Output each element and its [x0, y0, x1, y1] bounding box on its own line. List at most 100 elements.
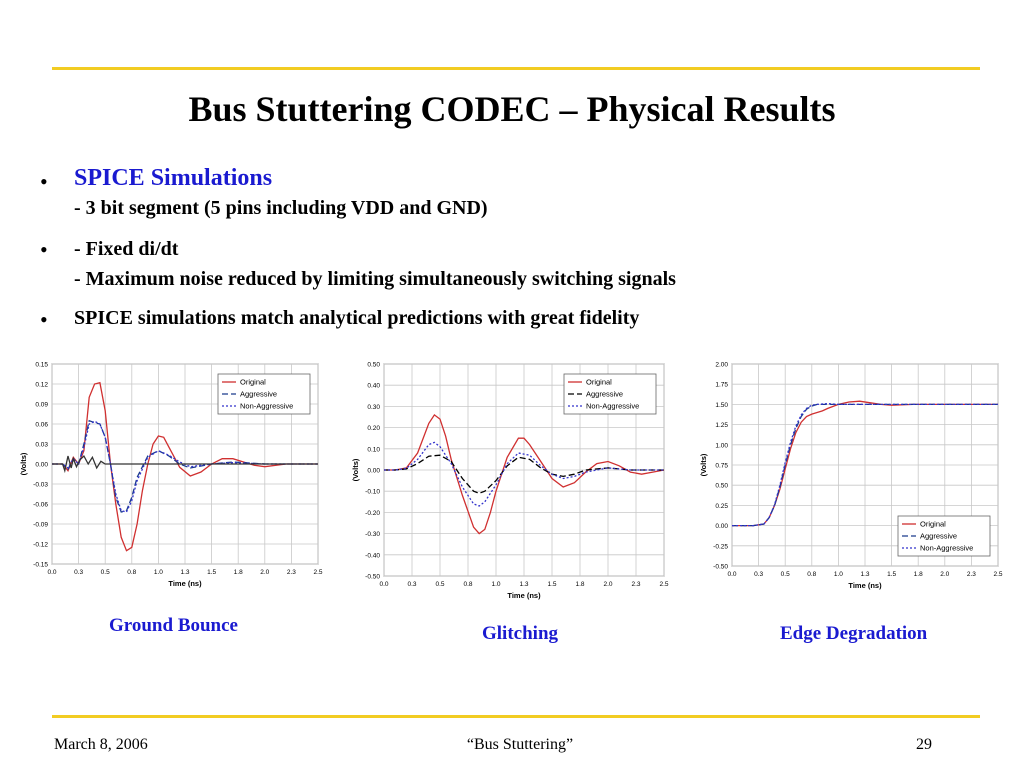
- caption-edge-degradation: Edge Degradation: [780, 623, 928, 644]
- series-line-non-aggressive: [384, 441, 664, 507]
- y-axis-label: (Volts): [699, 453, 708, 476]
- legend-label: Non-Aggressive: [240, 402, 293, 411]
- x-tick-label: 0.5: [435, 581, 444, 588]
- legend-label: Non-Aggressive: [586, 402, 639, 411]
- bullet-heading: SPICE Simulations: [74, 165, 273, 191]
- y-tick-label: -0.30: [365, 531, 380, 538]
- bottom-rule: [52, 715, 980, 718]
- bullet-line: SPICE simulations match analytical predi…: [74, 307, 640, 329]
- legend-label: Aggressive: [920, 532, 957, 541]
- x-tick-label: 0.5: [101, 569, 110, 576]
- x-tick-label: 2.5: [313, 569, 322, 576]
- y-tick-label: -0.50: [713, 564, 728, 571]
- x-tick-label: 2.5: [659, 581, 668, 588]
- chart-glitching: 0.50 0.40 0.30 0.20 0.10 0.00 -0.10 -0.20 -0.30 -…: [346, 354, 676, 609]
- y-tick-label: 0.12: [35, 382, 48, 389]
- footer-date: March 8, 2006: [54, 736, 148, 753]
- series-line-original: [52, 381, 318, 552]
- y-tick-label: 0.00: [367, 468, 380, 475]
- y-tick-label: 0.75: [715, 463, 728, 470]
- top-rule: [52, 67, 980, 70]
- y-tick-label: -0.12: [33, 542, 48, 549]
- y-tick-label: 0.30: [367, 404, 380, 411]
- edge-degradation-plot: 2.00 1.75 1.50 1.25 1.00 0.75 0.50 0.25 0.00 -0.2…: [699, 362, 1003, 591]
- bullet-item-fixed-didt: - Fixed di/dt - Maximum noise reduced by…: [74, 234, 676, 294]
- y-tick-label: 0.40: [367, 383, 380, 390]
- x-tick-label: 1.8: [575, 581, 584, 588]
- bullet-line: - Maximum noise reduced by limiting simu…: [74, 268, 676, 290]
- footer-page-number: 29: [916, 736, 932, 753]
- y-tick-label: 0.00: [35, 462, 48, 469]
- x-tick-label: 0.8: [127, 569, 136, 576]
- y-tick-label: 1.00: [715, 442, 728, 449]
- x-tick-label: 0.0: [47, 569, 56, 576]
- y-tick-label: 2.00: [715, 362, 728, 369]
- series-line-aggressive: [52, 419, 318, 513]
- y-tick-label: 0.25: [715, 503, 728, 510]
- x-tick-label: 1.3: [860, 571, 869, 578]
- bullet-item-spice-match: SPICE simulations match analytical predi…: [74, 303, 639, 333]
- x-tick-label: 2.3: [631, 581, 640, 588]
- legend-label: Original: [240, 378, 266, 387]
- ground-bounce-plot: 0.15 0.12 0.09 0.06 0.03 0.00 -0.03 -0.06 -0.09 -…: [19, 362, 323, 589]
- bullet-line: - Fixed di/dt: [74, 238, 179, 260]
- bullet-marker: •: [40, 169, 48, 194]
- y-tick-label: 0.10: [367, 446, 380, 453]
- y-tick-label: -0.20: [365, 510, 380, 517]
- x-tick-label: 1.3: [180, 569, 189, 576]
- x-tick-label: 1.0: [154, 569, 163, 576]
- x-axis-label: Time (ns): [507, 591, 541, 600]
- bullet-marker: •: [40, 307, 48, 332]
- caption-glitching: Glitching: [482, 623, 559, 644]
- x-tick-label: 2.0: [603, 581, 612, 588]
- x-tick-label: 1.5: [207, 569, 216, 576]
- x-tick-label: 0.0: [379, 581, 388, 588]
- y-tick-label: -0.06: [33, 502, 48, 509]
- y-axis-label: (Volts): [351, 458, 360, 481]
- bullet-item-spice-simulations: SPICE Simulations - 3 bit segment (5 pin…: [74, 163, 488, 223]
- chart-edge-degradation: 2.00 1.75 1.50 1.25 1.00 0.75 0.50 0.25 0.00 -0.2…: [698, 354, 1008, 609]
- x-tick-label: 1.5: [887, 571, 896, 578]
- x-tick-label: 0.3: [754, 571, 763, 578]
- slide-title: Bus Stuttering CODEC – Physical Results: [188, 89, 836, 129]
- x-tick-label: 0.5: [781, 571, 790, 578]
- y-tick-label: -0.10: [365, 489, 380, 496]
- legend-label: Non-Aggressive: [920, 544, 973, 553]
- y-tick-label: 1.25: [715, 422, 728, 429]
- y-tick-label: 0.09: [35, 402, 48, 409]
- y-tick-label: -0.03: [33, 482, 48, 489]
- y-tick-label: 1.50: [715, 402, 728, 409]
- x-tick-label: 2.3: [287, 569, 296, 576]
- y-tick-label: 0.03: [35, 442, 48, 449]
- glitching-plot: 0.50 0.40 0.30 0.20 0.10 0.00 -0.10 -0.20 -0.30 -…: [351, 362, 669, 601]
- y-tick-label: 0.15: [35, 362, 48, 369]
- legend-label: Aggressive: [586, 390, 623, 399]
- x-tick-label: 2.5: [993, 571, 1002, 578]
- y-axis-label: (Volts): [19, 452, 28, 475]
- y-tick-label: -0.09: [33, 522, 48, 529]
- x-tick-label: 1.0: [834, 571, 843, 578]
- chart-ground-bounce: 0.15 0.12 0.09 0.06 0.03 0.00 -0.03 -0.06 -0.09 -…: [18, 354, 324, 609]
- x-axis-label: Time (ns): [168, 579, 202, 588]
- x-axis-label: Time (ns): [848, 581, 882, 590]
- series-line-aggressive: [384, 454, 664, 494]
- series-line-aggressive: [732, 403, 998, 527]
- y-tick-label: -0.50: [365, 574, 380, 581]
- x-tick-label: 1.3: [519, 581, 528, 588]
- footer-title: “Bus Stuttering”: [466, 736, 574, 753]
- y-tick-label: 0.20: [367, 425, 380, 432]
- y-tick-label: 0.00: [715, 523, 728, 530]
- y-tick-label: -0.40: [365, 552, 380, 559]
- y-tick-label: 0.50: [715, 483, 728, 490]
- legend-label: Original: [920, 520, 946, 529]
- x-tick-label: 0.8: [807, 571, 816, 578]
- bullet-subline: - 3 bit segment (5 pins including VDD an…: [74, 197, 488, 219]
- caption-ground-bounce: Ground Bounce: [109, 615, 238, 636]
- legend-label: Aggressive: [240, 390, 277, 399]
- series-line-non-aggressive: [732, 402, 998, 527]
- y-tick-label: 0.06: [35, 422, 48, 429]
- series-line-original: [384, 413, 665, 535]
- x-tick-label: 1.8: [234, 569, 243, 576]
- x-tick-label: 2.3: [967, 571, 976, 578]
- series-line-unlabeled: [52, 454, 318, 474]
